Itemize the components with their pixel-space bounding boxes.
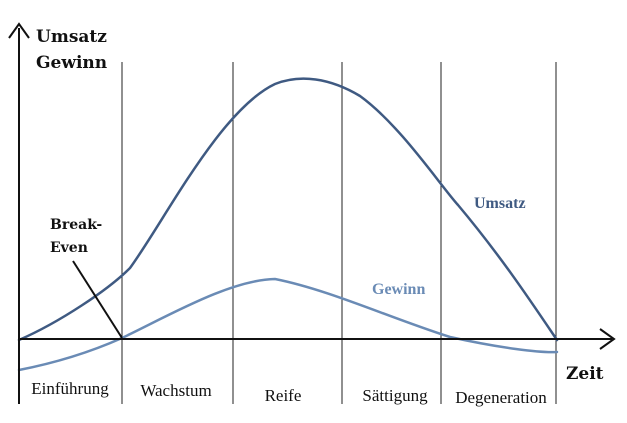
phase-label-saettigung: Sättigung (362, 386, 428, 405)
break-even-pointer (72, 260, 123, 339)
x-axis-title: Zeit (566, 364, 604, 384)
break-even-label-line1: Break- (50, 217, 102, 233)
y-axis-arrow-icon (8, 22, 30, 39)
phase-label-einfuehrung: Einführung (31, 379, 109, 398)
umsatz-label: Umsatz (474, 195, 526, 212)
axes (8, 22, 616, 404)
phase-dividers (121, 62, 557, 404)
gewinn-label: Gewinn (372, 281, 425, 298)
phase-label-wachstum: Wachstum (140, 381, 211, 400)
x-axis-arrow-icon (599, 328, 616, 350)
umsatz-curve (17, 77, 559, 342)
phase-label-reife: Reife (265, 386, 302, 405)
y-axis-title-line1: Umsatz (36, 27, 107, 47)
break-even-label-line2: Even (50, 240, 88, 256)
gewinn-curve (17, 277, 559, 372)
y-axis-title-line2: Gewinn (36, 53, 107, 73)
phase-label-degeneration: Degeneration (455, 388, 547, 407)
